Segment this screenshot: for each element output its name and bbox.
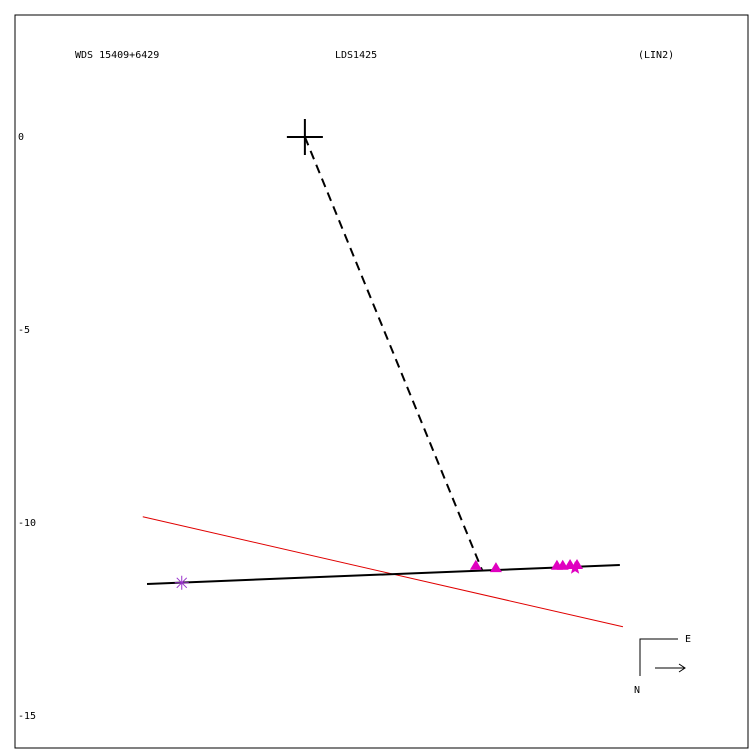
chart-title: WDS 15409+6429 [75, 50, 159, 61]
y-tick-label: -5 [18, 325, 30, 336]
compass-label: E [685, 634, 691, 645]
chart-title: (LIN2) [638, 50, 674, 61]
fit-line [146, 564, 620, 585]
first-point-marker [174, 575, 189, 590]
y-tick-label: -15 [18, 711, 36, 722]
y-tick-label: 0 [18, 132, 24, 143]
compass [639, 638, 686, 676]
measurement-marker [489, 562, 502, 573]
y-tick-label: -10 [18, 518, 36, 529]
measurement-marker [469, 559, 482, 570]
primary-marker [286, 118, 323, 155]
connector-line [303, 136, 483, 571]
chart-title: LDS1425 [335, 50, 377, 61]
compass-arrow-head [678, 663, 686, 673]
red-line [142, 516, 624, 628]
last-point-marker [568, 561, 582, 574]
compass-axes [639, 638, 678, 676]
plot-frame [14, 14, 749, 749]
compass-label: N [634, 685, 640, 696]
